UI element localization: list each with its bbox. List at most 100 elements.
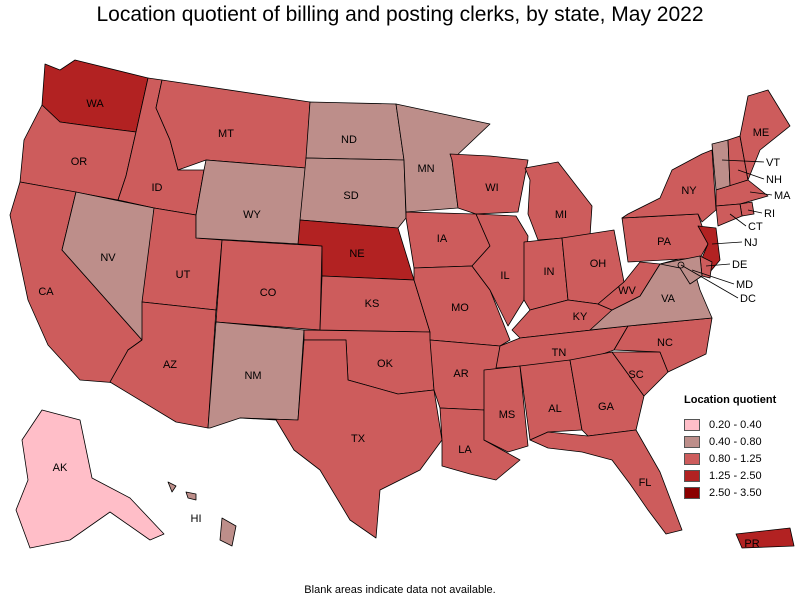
state-vt	[711, 139, 731, 191]
state-label-ak: AK	[53, 462, 68, 474]
legend-swatch	[684, 435, 700, 448]
legend: Location quotient 0.20 - 0.40 0.40 - 0.80…	[684, 394, 800, 501]
state-label-wi: WI	[485, 182, 498, 194]
state-label-pa: PA	[657, 236, 672, 248]
state-label-ms: MS	[499, 409, 516, 421]
legend-item: 2.50 - 3.50	[684, 484, 800, 501]
state-tx	[239, 339, 443, 539]
state-label-or: OR	[71, 156, 88, 168]
state-label-ok: OK	[377, 358, 394, 370]
state-il	[471, 213, 529, 327]
legend-label: 0.20 - 0.40	[709, 418, 762, 431]
state-label-wy: WY	[243, 209, 261, 221]
state-label-al: AL	[548, 403, 561, 415]
state-hi	[167, 481, 237, 547]
state-label-ga: GA	[598, 401, 615, 413]
state-id	[117, 77, 205, 216]
state-ma	[715, 179, 769, 207]
legend-label: 0.80 - 1.25	[709, 452, 762, 465]
state-label-ar: AR	[453, 368, 468, 380]
state-label-md: MD	[736, 279, 753, 291]
legend-label: 1.25 - 2.50	[709, 469, 762, 482]
state-az	[109, 301, 217, 429]
state-label-ks: KS	[365, 298, 380, 310]
legend-item: 0.20 - 0.40	[684, 416, 800, 433]
state-label-co: CO	[260, 287, 277, 299]
state-label-mo: MO	[451, 302, 469, 314]
state-label-nm: NM	[244, 370, 261, 382]
state-fl	[529, 429, 683, 535]
legend-item: 0.80 - 1.25	[684, 450, 800, 467]
state-label-nh: NH	[766, 174, 782, 186]
state-label-vt: VT	[766, 157, 780, 169]
state-label-id: ID	[152, 182, 163, 194]
state-label-fl: FL	[639, 477, 652, 489]
state-label-mi: MI	[555, 209, 567, 221]
leader-line-ma	[749, 191, 773, 196]
state-al	[519, 359, 583, 441]
leader-line-ct	[729, 213, 747, 227]
legend-swatch	[684, 486, 700, 499]
state-label-az: AZ	[163, 359, 177, 371]
leader-line-nh	[737, 169, 765, 180]
leader-line-vt	[721, 159, 765, 163]
state-wi	[449, 153, 529, 215]
state-label-nd: ND	[341, 134, 357, 146]
leader-line-de	[705, 263, 731, 267]
state-label-ny: NY	[681, 185, 697, 197]
state-label-la: LA	[458, 444, 472, 456]
state-label-wa: WA	[86, 98, 104, 110]
leader-line-nj	[711, 241, 743, 245]
state-label-dc: DC	[740, 293, 756, 305]
legend-item: 0.40 - 0.80	[684, 433, 800, 450]
state-nd	[305, 101, 405, 161]
state-wy	[195, 159, 307, 245]
state-label-ut: UT	[176, 269, 191, 281]
state-label-ne: NE	[349, 248, 364, 260]
state-label-tn: TN	[552, 347, 567, 359]
legend-label: 0.40 - 0.80	[709, 435, 762, 448]
state-mt	[155, 79, 311, 171]
legend-swatch	[684, 418, 700, 431]
state-label-nj: NJ	[744, 237, 757, 249]
state-label-mt: MT	[218, 128, 234, 140]
leader-line-ri	[747, 209, 763, 214]
state-label-mn: MN	[417, 163, 434, 175]
state-label-sc: SC	[628, 369, 643, 381]
leader-line-md	[691, 269, 735, 285]
state-ct	[715, 203, 743, 227]
leader-line-dc	[680, 264, 739, 299]
legend-swatch	[684, 452, 700, 465]
state-ak	[15, 409, 165, 549]
state-label-sd: SD	[343, 190, 358, 202]
state-label-ri: RI	[764, 208, 775, 220]
state-label-pr: PR	[744, 538, 759, 550]
state-label-de: DE	[732, 259, 747, 271]
legend-title: Location quotient	[684, 394, 777, 406]
state-label-nv: NV	[100, 252, 116, 264]
legend-swatch	[684, 469, 700, 482]
state-label-tx: TX	[351, 433, 366, 445]
state-label-oh: OH	[590, 258, 607, 270]
state-label-ma: MA	[774, 190, 791, 202]
state-sd	[299, 157, 407, 229]
legend-item: 1.25 - 2.50	[684, 467, 800, 484]
state-label-va: VA	[661, 293, 676, 305]
chart-title: Location quotient of billing and posting…	[96, 3, 704, 26]
state-ri	[739, 201, 755, 217]
state-ny	[621, 149, 717, 223]
state-co	[215, 239, 323, 331]
state-label-me: ME	[753, 127, 770, 139]
state-label-ia: IA	[437, 233, 448, 245]
legend-label: 2.50 - 3.50	[709, 486, 762, 499]
state-label-ca: CA	[38, 286, 54, 298]
state-pr	[735, 527, 795, 549]
state-label-ky: KY	[573, 311, 588, 323]
state-label-nc: NC	[657, 337, 673, 349]
state-label-ct: CT	[748, 221, 763, 233]
state-label-wv: WV	[618, 285, 636, 297]
state-label-hi: HI	[191, 513, 202, 525]
state-md	[659, 255, 703, 285]
state-label-in: IN	[544, 266, 555, 278]
footnote: Blank areas indicate data not available.	[304, 584, 496, 596]
